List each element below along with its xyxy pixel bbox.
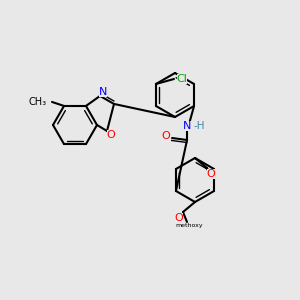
Text: O: O [106, 130, 116, 140]
Text: methoxy: methoxy [175, 224, 203, 229]
Text: N: N [99, 87, 107, 97]
Text: O: O [175, 213, 183, 223]
Text: CH₃: CH₃ [29, 97, 47, 107]
Text: O: O [207, 169, 215, 179]
Text: Cl: Cl [176, 74, 188, 84]
Text: -H: -H [193, 121, 205, 131]
Text: O: O [162, 131, 170, 141]
Text: N: N [183, 121, 191, 131]
